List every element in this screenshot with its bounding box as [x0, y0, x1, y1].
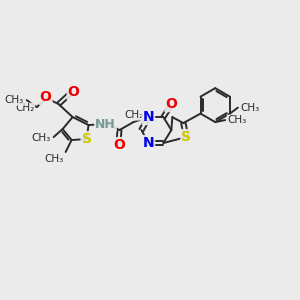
Text: CH₃: CH₃ — [32, 133, 51, 143]
Text: CH₃: CH₃ — [44, 154, 64, 164]
Text: CH₂: CH₂ — [16, 103, 35, 113]
Text: CH₃: CH₃ — [4, 95, 24, 105]
Text: CH₂: CH₂ — [125, 110, 144, 120]
Text: O: O — [165, 97, 177, 111]
Text: O: O — [40, 90, 52, 104]
Text: S: S — [181, 130, 191, 144]
Text: CH₃: CH₃ — [240, 103, 259, 112]
Text: NH: NH — [95, 118, 116, 130]
Text: N: N — [142, 110, 154, 124]
Text: O: O — [68, 85, 80, 99]
Text: S: S — [82, 132, 92, 146]
Text: CH₃: CH₃ — [227, 115, 246, 125]
Text: O: O — [113, 138, 125, 152]
Text: N: N — [142, 136, 154, 150]
